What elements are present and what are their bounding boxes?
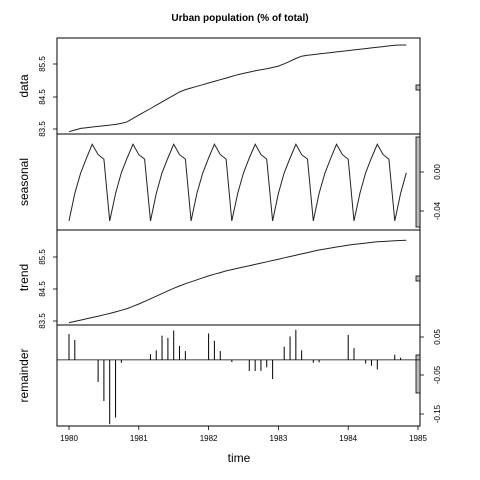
panel-seasonal: seasonal 0.00 -0.04 <box>17 133 442 231</box>
y-tick-label: 85.5 <box>38 56 47 72</box>
scale-bar <box>415 84 421 91</box>
y-tick-label: 0.05 <box>433 329 442 345</box>
panel-frame <box>56 37 421 135</box>
y-tick-label: -0.04 <box>433 201 442 220</box>
y-axis-label: trend <box>17 264 31 291</box>
y-axis-label: seasonal <box>17 158 31 206</box>
panel-frame <box>56 324 421 427</box>
y-tick-label: 0.00 <box>433 164 442 180</box>
trend-series-line <box>68 239 407 324</box>
x-tick-label: 1984 <box>339 434 357 443</box>
scale-bar <box>415 354 421 394</box>
panel-trend: trend 83.5 84.5 85.5 <box>17 229 421 329</box>
scale-bar <box>415 136 421 228</box>
y-tick-label: -0.15 <box>433 404 442 423</box>
panels-group: data 83.5 84.5 85.5 seasonal 0.00 -0.04 trend 83… <box>17 37 442 427</box>
panel-remainder: remainder 0.05 -0.05 -0.15 <box>17 324 442 427</box>
x-tick-label: 1980 <box>60 434 78 443</box>
y-axis-label: data <box>17 74 31 98</box>
chart-title: Urban population (% of total) <box>171 13 308 24</box>
data-series-line <box>68 44 407 133</box>
panel-frame <box>56 133 421 231</box>
y-tick-label: 84.5 <box>38 281 47 297</box>
y-tick-label: 85.5 <box>38 249 47 265</box>
x-tick-label: 1982 <box>200 434 218 443</box>
x-tick-label: 1985 <box>409 434 427 443</box>
x-tick-label: 1983 <box>270 434 288 443</box>
scale-bar <box>415 275 421 282</box>
y-tick-label: 84.5 <box>38 89 47 105</box>
panel-frame <box>56 229 421 326</box>
x-axis-label: time <box>228 451 251 465</box>
panel-data: data 83.5 84.5 85.5 <box>17 37 421 137</box>
y-tick-label: 83.5 <box>38 313 47 329</box>
y-axis-label: remainder <box>17 348 31 402</box>
x-tick-label: 1981 <box>130 434 148 443</box>
seasonal-series-line <box>68 143 407 222</box>
x-axis: 1980 1981 1982 1983 1984 1985 <box>60 425 427 443</box>
y-tick-label: 83.5 <box>38 121 47 137</box>
y-tick-label: -0.05 <box>433 365 442 384</box>
